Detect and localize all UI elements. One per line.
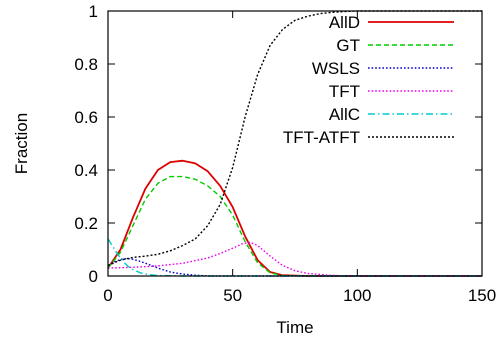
plot-lines — [107, 10, 482, 277]
legend-item: GT — [336, 36, 454, 55]
tick-labels: 0 50 100 150 0 0.2 0.4 0.6 0.8 1 — [74, 2, 496, 305]
axis-ticks — [107, 10, 483, 277]
series-line-wsls — [107, 258, 482, 277]
y-tick-label: 0.4 — [74, 161, 98, 180]
series-line-tft-atft — [107, 10, 482, 267]
x-tick-label: 50 — [223, 286, 242, 305]
y-axis-label: Fraction — [12, 113, 31, 174]
x-tick-label: 150 — [468, 286, 496, 305]
y-tick-label: 1 — [89, 2, 98, 21]
legend-label: AllD — [329, 13, 360, 32]
legend-item: AllD — [329, 13, 454, 32]
legend-label: TFT-ATFT — [283, 128, 360, 147]
legend-item: WSLS — [312, 59, 454, 78]
legend: AllD GT WSLS TFT AllC TFT-ATFT — [283, 13, 454, 147]
series-line-gt — [107, 175, 482, 277]
legend-label: AllC — [329, 105, 360, 124]
legend-label: GT — [336, 36, 360, 55]
x-axis-label: Time — [276, 318, 313, 337]
x-tick-label: 100 — [343, 286, 371, 305]
legend-label: WSLS — [312, 59, 360, 78]
y-tick-label: 0.8 — [74, 55, 98, 74]
legend-item: TFT — [329, 82, 454, 101]
legend-item: TFT-ATFT — [283, 128, 454, 147]
series-line-tft — [107, 241, 482, 277]
plot-frame — [107, 10, 483, 277]
legend-label: TFT — [329, 82, 360, 101]
y-tick-label: 0.2 — [74, 214, 98, 233]
series-line-alld — [107, 159, 482, 277]
series-line-allc — [107, 238, 482, 277]
x-tick-label: 0 — [103, 286, 112, 305]
legend-item: AllC — [329, 105, 454, 124]
y-tick-label: 0 — [89, 267, 98, 286]
y-tick-label: 0.6 — [74, 108, 98, 127]
